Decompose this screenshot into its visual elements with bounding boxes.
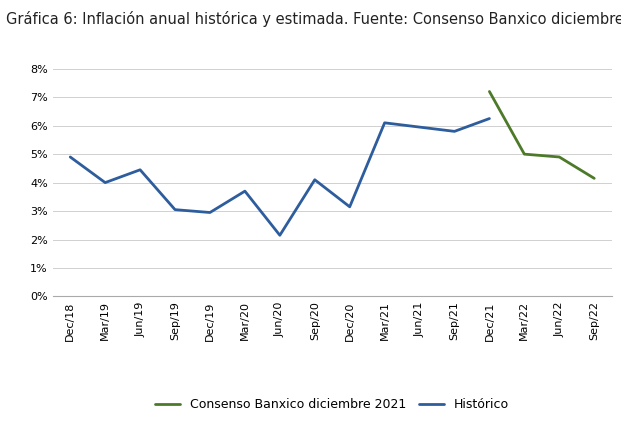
Histórico [206,210,214,215]
Histórico [137,167,144,172]
Histórico [381,120,388,126]
Histórico [241,188,248,194]
Consenso Banxico diciembre 2021 [520,152,528,157]
Consenso Banxico diciembre 2021 [486,89,493,94]
Histórico [101,180,109,185]
Consenso Banxico diciembre 2021 [556,154,563,160]
Text: Gráfica 6: Inflación anual histórica y estimada. Fuente: Consenso Banxico diciem: Gráfica 6: Inflación anual histórica y e… [6,11,621,27]
Line: Consenso Banxico diciembre 2021: Consenso Banxico diciembre 2021 [489,92,594,178]
Histórico [346,204,353,209]
Histórico [451,129,458,134]
Histórico [276,233,284,238]
Histórico [171,207,179,212]
Histórico [416,125,424,130]
Consenso Banxico diciembre 2021 [591,176,598,181]
Histórico [66,154,74,160]
Legend: Consenso Banxico diciembre 2021, Histórico: Consenso Banxico diciembre 2021, Históri… [150,393,514,416]
Histórico [311,177,319,182]
Line: Histórico: Histórico [70,119,489,235]
Histórico [486,116,493,121]
